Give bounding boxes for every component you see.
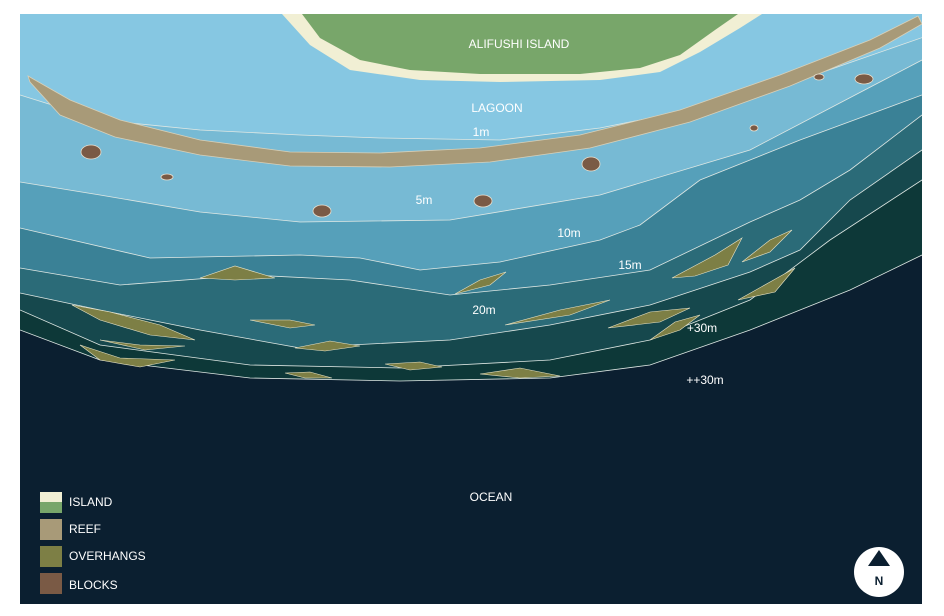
compass-circle (854, 547, 904, 597)
depth-label: 1m (473, 125, 490, 139)
depth-label: ++30m (686, 373, 723, 387)
overhang (79, 344, 176, 368)
block (312, 204, 332, 218)
overhang (454, 271, 507, 295)
legend-swatch (40, 519, 62, 540)
overhang (249, 319, 316, 329)
ocean-label: OCEAN (470, 490, 513, 504)
overhang (649, 314, 701, 341)
island-label: ALIFUSHI ISLAND (469, 37, 570, 51)
legend-label: OVERHANGS (69, 549, 146, 563)
compass-label: N (875, 574, 884, 588)
depth-label: 20m (472, 303, 495, 317)
block (473, 194, 493, 208)
reef (27, 15, 922, 168)
island (302, 14, 738, 74)
legend: ISLAND REEF OVERHANGS BLOCKS (40, 492, 146, 594)
overhang (504, 299, 611, 326)
compass-arrow (868, 550, 890, 566)
legend-label: ISLAND (69, 495, 113, 509)
legend-label: REEF (69, 522, 101, 536)
depth-label: 15m (618, 258, 641, 272)
legend-swatch (40, 573, 62, 594)
block (581, 156, 601, 172)
overhang (199, 265, 276, 281)
legend-swatch (40, 502, 62, 513)
lagoon-label: LAGOON (471, 101, 522, 115)
overhang (479, 367, 561, 379)
overhang (607, 307, 691, 329)
overhang (99, 339, 186, 351)
depth-label: 5m (416, 193, 433, 207)
block (854, 73, 874, 85)
overhang (284, 371, 333, 379)
compass: N (854, 547, 904, 597)
legend-swatch (40, 546, 62, 567)
block (160, 173, 174, 181)
overhang (71, 304, 196, 341)
overhang (737, 267, 796, 301)
overhang (384, 361, 443, 371)
depth-label: 10m (557, 226, 580, 240)
legend-label: BLOCKS (69, 578, 118, 592)
block (749, 124, 759, 132)
block (813, 73, 825, 81)
depth-label: +30m (687, 321, 717, 335)
legend-swatch (40, 492, 62, 502)
block (80, 144, 102, 160)
overhang (671, 237, 743, 279)
overhang (294, 340, 361, 352)
overhang (741, 229, 793, 263)
